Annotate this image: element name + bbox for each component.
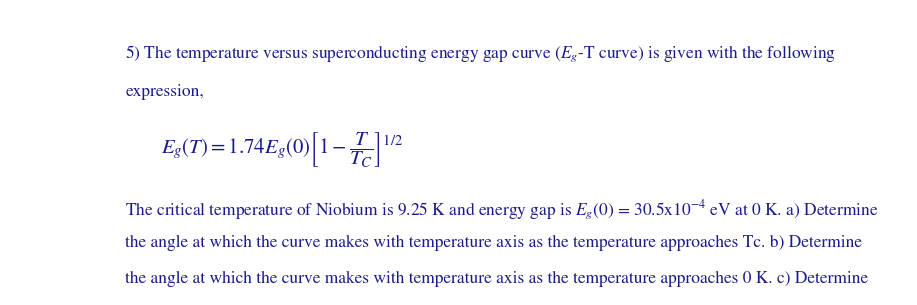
Text: the angle at which the curve makes with temperature axis as the temperature appr: the angle at which the curve makes with … (126, 271, 868, 288)
Text: the angle at which the curve makes with temperature axis as the temperature appr: the angle at which the curve makes with … (126, 235, 862, 251)
Text: $E_{g}(T) = 1.74E_{g}(0)\left[1 - \dfrac{T}{T_C}\right]^{1/2}$: $E_{g}(T) = 1.74E_{g}(0)\left[1 - \dfrac… (160, 131, 403, 170)
Text: 5) The temperature versus superconducting energy gap curve ($E_g$-T curve) is gi: 5) The temperature versus superconductin… (126, 44, 836, 64)
Text: expression,: expression, (126, 84, 204, 100)
Text: The critical temperature of Niobium is 9.25 K and energy gap is $E_g$(0) = 30.5x: The critical temperature of Niobium is 9… (126, 199, 878, 222)
